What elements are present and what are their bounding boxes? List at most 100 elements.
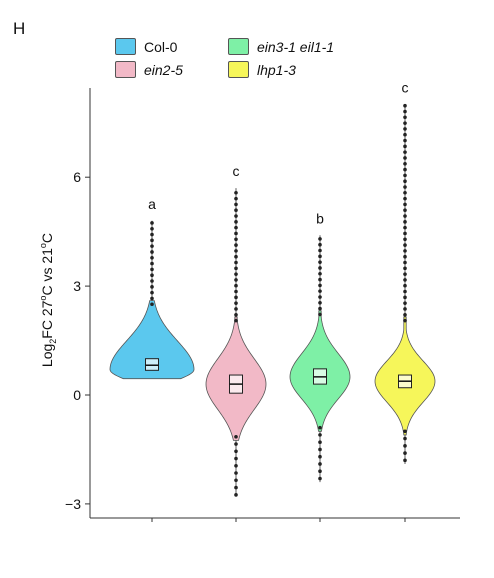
outlier-point — [318, 295, 322, 299]
outlier-point — [318, 454, 322, 459]
outlier-point — [234, 278, 238, 282]
legend-item-lhp1-3: lhp1-3 — [228, 61, 296, 78]
legend-label-lhp1-3: lhp1-3 — [257, 61, 296, 78]
outlier-point — [403, 260, 407, 265]
outlier-point — [403, 214, 407, 218]
outlier-point — [403, 436, 407, 441]
outlier-point — [150, 221, 154, 225]
y-tick-label: 6 — [73, 169, 81, 185]
outlier-point — [318, 277, 322, 282]
outlier-point — [318, 283, 322, 288]
outlier-point — [234, 266, 238, 271]
outlier-point — [318, 260, 322, 264]
outlier-point — [318, 248, 322, 253]
outlier-point — [403, 307, 407, 311]
outlier-point — [403, 191, 407, 195]
outlier-point — [403, 272, 407, 276]
outlier-point — [150, 226, 154, 231]
outlier-point — [234, 260, 238, 265]
outlier-point — [403, 225, 407, 230]
outlier-point — [403, 444, 407, 448]
y-tick-label: 3 — [73, 278, 81, 294]
outlier-point — [318, 440, 322, 444]
outlier-point — [234, 449, 238, 454]
legend-swatch-ein2-5 — [115, 61, 136, 78]
outlier-point — [234, 442, 238, 446]
outlier-point — [403, 220, 407, 224]
outlier-point — [150, 285, 154, 289]
legend-label-col-0: Col-0 — [144, 38, 178, 55]
legend-item-ein2-5: ein2-5 — [115, 61, 183, 78]
outlier-point — [234, 301, 238, 305]
outlier-point — [150, 290, 154, 295]
outlier-point — [403, 289, 407, 294]
outlier-point — [150, 279, 154, 283]
legend-item-col-0: Col-0 — [115, 38, 177, 55]
outlier-point — [403, 278, 407, 282]
outlier-point — [150, 244, 154, 248]
significance-letter: b — [316, 210, 324, 226]
legend-swatch-col-0 — [115, 38, 136, 55]
outlier-point — [403, 167, 407, 172]
legend-label-ein3-1-eil1-1: ein3-1 eil1-1 — [257, 38, 335, 55]
legend-swatch-ein3-1-eil1-1 — [228, 38, 249, 55]
outlier-point — [403, 451, 407, 455]
outlier-point — [318, 462, 322, 466]
outlier-point — [234, 295, 238, 300]
outlier-point — [318, 300, 322, 305]
outlier-point — [234, 318, 238, 323]
y-tick-label: 0 — [73, 387, 81, 403]
violin-lhp1-3: c — [374, 80, 436, 464]
outlier-point — [318, 469, 322, 474]
outlier-point — [403, 429, 407, 434]
significance-letter: a — [148, 196, 156, 212]
chart-violins: a c b c — [109, 80, 436, 497]
outlier-point — [234, 214, 238, 218]
outlier-point — [234, 289, 238, 294]
outlier-point — [234, 307, 238, 311]
outlier-point — [403, 231, 407, 236]
outlier-point — [403, 185, 407, 189]
outlier-point — [403, 283, 407, 288]
outlier-point — [403, 196, 407, 201]
outlier-point — [150, 250, 154, 254]
outlier-point — [234, 225, 238, 230]
significance-letter: c — [402, 80, 409, 96]
outlier-point — [318, 476, 322, 481]
violin-body — [109, 300, 195, 380]
y-axis-label: Log2FC 27oC vs 21oC — [38, 233, 58, 367]
outlier-point — [403, 312, 407, 317]
outlier-point — [318, 312, 322, 317]
outlier-point — [403, 249, 407, 253]
outlier-point — [403, 208, 407, 213]
outlier-point — [403, 109, 407, 114]
outlier-point — [403, 121, 407, 125]
outlier-point — [150, 296, 154, 301]
outlier-point — [234, 208, 238, 213]
outlier-point — [150, 302, 154, 307]
outlier-point — [403, 161, 407, 166]
outlier-point — [403, 179, 407, 183]
outlier-point — [234, 434, 238, 439]
outlier-point — [234, 237, 238, 242]
outlier-point — [318, 425, 322, 430]
outlier-point — [403, 173, 407, 178]
outlier-point — [403, 103, 407, 108]
outlier-point — [403, 138, 407, 143]
outlier-point — [403, 237, 407, 242]
outlier-point — [234, 463, 238, 468]
outlier-point — [234, 191, 238, 195]
outlier-point — [150, 232, 154, 237]
outlier-point — [318, 242, 322, 247]
outlier-point — [150, 261, 154, 266]
legend-label-ein2-5: ein2-5 — [144, 61, 183, 78]
outlier-point — [403, 127, 407, 131]
outlier-point — [403, 318, 407, 323]
outlier-point — [234, 283, 238, 288]
legend-item-ein3-1-eil1-1: ein3-1 eil1-1 — [228, 38, 334, 55]
outlier-point — [150, 238, 154, 243]
outlier-point — [150, 255, 154, 260]
outlier-point — [150, 267, 154, 272]
outlier-point — [234, 254, 238, 259]
outlier-point — [403, 132, 407, 137]
